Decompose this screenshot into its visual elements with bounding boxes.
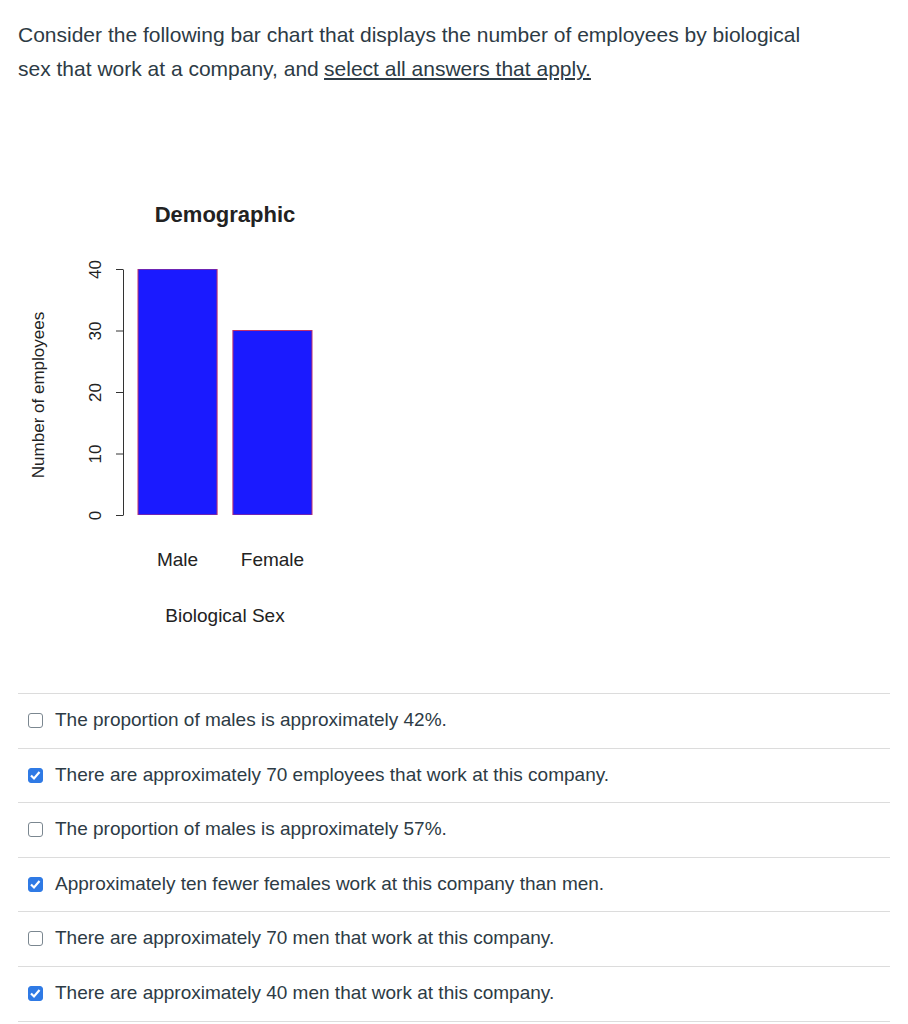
tick: 0 [86,511,123,520]
separator [18,693,890,694]
checkbox[interactable] [28,931,43,946]
tick: 40 [86,260,123,279]
check-icon [29,878,41,890]
separator [18,802,890,803]
tick-mark [116,454,123,455]
checkbox[interactable] [28,822,43,837]
y-axis-title: Number of employees [29,312,48,478]
x-axis-title: Biological Sex [165,605,285,626]
check-path [31,881,40,888]
tick-mark [116,392,123,393]
tick-mark [116,269,123,270]
checkbox[interactable] [28,877,43,892]
tick-label: Male [157,549,198,570]
tick: 10 [86,445,123,464]
option-text[interactable]: There are approximately 70 men that work… [55,926,554,950]
option-text[interactable]: There are approximately 70 employees tha… [55,763,609,787]
tick: Female [241,549,304,570]
tick-label: 20 [86,383,105,402]
tick-label: 0 [86,511,105,520]
chart-title: Demographic [155,202,296,227]
question-line: sex that work at a company, andselect al… [18,56,591,82]
tick: 20 [86,383,123,402]
tick: 30 [86,322,123,341]
bar [138,269,217,515]
tick-mark [116,331,123,332]
option-text[interactable]: Approximately ten fewer females work at … [55,872,604,896]
option-text[interactable]: There are approximately 40 men that work… [55,981,554,1005]
checkbox[interactable] [28,768,43,783]
tick-label: 40 [86,260,105,279]
question-emphasis: select all answers that apply. [324,57,591,80]
option-text[interactable]: The proportion of males is approximately… [55,817,447,841]
check-path [31,772,40,779]
question-line: Consider the following bar chart that di… [18,22,800,48]
tick-label: 10 [86,445,105,464]
separator [18,966,890,967]
chart: Demographic 0 10 20 30 40 Male Female Biological… [0,0,908,660]
checkbox[interactable] [28,986,43,1001]
tick-label: Female [241,549,304,570]
separator [18,1021,890,1022]
x-axis: Male Female [157,549,304,570]
separator [18,911,890,912]
tick-label: 30 [86,322,105,341]
y-axis: 0 10 20 30 40 [86,260,124,520]
bars [138,269,312,515]
check-path [31,990,40,997]
separator [18,748,890,749]
question-text: Consider the following bar chart that di… [18,23,800,46]
check-icon [29,769,41,781]
tick: Male [157,549,198,570]
option-text[interactable]: The proportion of males is approximately… [55,708,447,732]
separator [18,857,890,858]
check-icon [29,987,41,999]
question-text: sex that work at a company, and [18,57,319,80]
checkbox[interactable] [28,713,43,728]
bar [233,331,312,516]
tick-mark [116,515,123,516]
axis-line [123,270,124,516]
